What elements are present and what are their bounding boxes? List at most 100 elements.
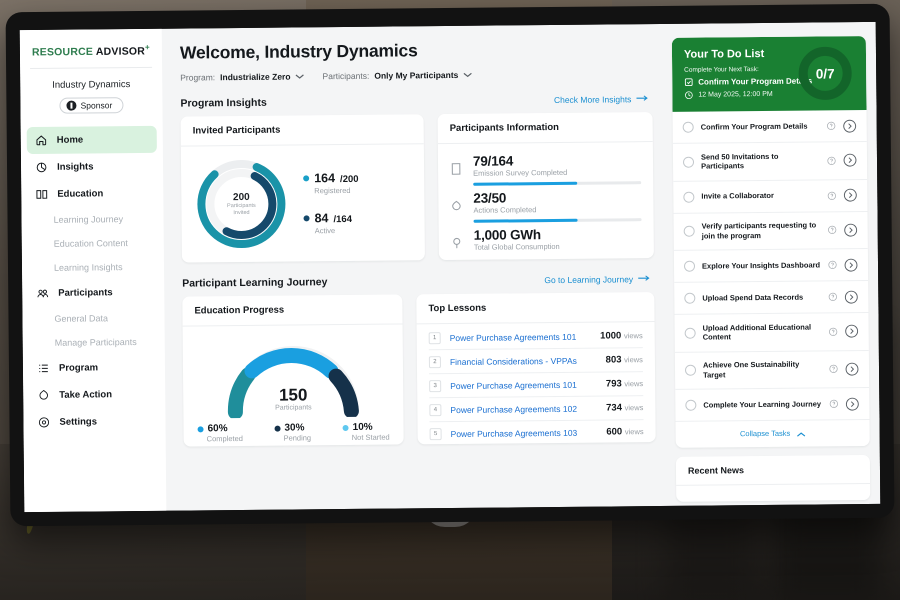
table-row[interactable]: 2 Financial Considerations - VPPAs 803 v…	[428, 348, 644, 375]
collapse-tasks-button[interactable]: Collapse Tasks	[676, 420, 870, 448]
task-item[interactable]: Invite a Collaborator	[673, 179, 868, 214]
sidebar-item-label: Home	[56, 134, 84, 146]
sponsor-badge[interactable]: Sponsor	[59, 96, 124, 114]
card-title: Invited Participants	[180, 114, 424, 147]
sidebar-item-learning-insights[interactable]: Learning Insights	[53, 261, 123, 273]
task-checkbox[interactable]	[683, 260, 696, 272]
logo-word-resource: RESOURCE	[31, 45, 94, 59]
help-icon[interactable]	[828, 225, 837, 235]
chevron-right-icon[interactable]	[845, 362, 859, 376]
help-icon[interactable]	[828, 292, 837, 301]
chevron-right-icon[interactable]	[845, 397, 859, 411]
lesson-views-unit: views	[623, 331, 643, 341]
help-icon[interactable]	[828, 260, 837, 269]
home-icon	[35, 133, 48, 146]
legend-dot-active	[303, 215, 310, 222]
task-checkbox[interactable]	[684, 364, 697, 376]
chevron-right-icon[interactable]	[843, 153, 857, 167]
participants-information-body: 79/164 Emission Survey Completed 23/50 A…	[438, 142, 654, 260]
chevron-right-icon[interactable]	[843, 188, 857, 202]
program-filter[interactable]: Program: Industrialize Zero	[180, 71, 305, 83]
arrow-right-icon	[638, 275, 650, 283]
lesson-title[interactable]: Financial Considerations - VPPAs	[449, 355, 577, 367]
task-item[interactable]: Verify participants requesting to join t…	[673, 211, 868, 251]
chevron-right-icon[interactable]	[844, 290, 858, 304]
lesson-views: 803	[605, 354, 622, 366]
card-title: Education Progress	[182, 294, 403, 327]
task-checkbox[interactable]	[682, 156, 695, 168]
lesson-title[interactable]: Power Purchase Agreements 103	[450, 427, 578, 439]
sidebar-item-general-data[interactable]: General Data	[54, 312, 109, 324]
legend-item-pending: 30% Pending	[274, 422, 311, 443]
todo-due-date-label: 12 May 2025, 12:00 PM	[698, 90, 773, 99]
task-item[interactable]: Send 50 Invitations to Participants	[672, 141, 868, 182]
lesson-title[interactable]: Power Purchase Agreements 101	[450, 379, 577, 391]
task-item[interactable]: Explore Your Insights Dashboard	[673, 248, 869, 283]
sidebar-item-education-content[interactable]: Education Content	[53, 237, 128, 249]
sidebar-item-take-action[interactable]: Take Action	[23, 380, 165, 408]
take-action-icon	[37, 388, 50, 401]
chevron-right-icon[interactable]	[844, 258, 858, 272]
sidebar-item-education[interactable]: Education	[21, 179, 163, 207]
table-row[interactable]: 1 Power Purchase Agreements 101 1000 vie…	[428, 324, 643, 351]
lesson-title[interactable]: Power Purchase Agreements 101	[449, 331, 577, 343]
chevron-right-icon[interactable]	[843, 119, 857, 133]
lesson-rank: 1	[428, 331, 441, 344]
task-label: Upload Spend Data Records	[702, 292, 804, 303]
top-lessons-body: 1 Power Purchase Agreements 101 1000 vie…	[417, 322, 656, 444]
task-item[interactable]: Confirm Your Program Details	[672, 109, 867, 144]
help-icon[interactable]	[829, 364, 838, 374]
task-checkbox[interactable]	[685, 399, 697, 411]
table-row[interactable]: 4 Power Purchase Agreements 102 734 view…	[429, 396, 644, 423]
task-item[interactable]: Complete Your Learning Journey	[675, 387, 870, 422]
app-logo[interactable]: RESOURCE ADVISOR+	[20, 39, 162, 68]
task-item[interactable]: Upload Additional Educational Content	[674, 312, 869, 353]
task-label: Explore Your Insights Dashboard	[701, 260, 821, 271]
legend-label-not-started: Not Started	[351, 432, 390, 442]
legend-item-registered: 164/200 Registered	[303, 171, 359, 196]
settings-icon	[37, 415, 50, 428]
lesson-title[interactable]: Power Purchase Agreements 102	[450, 403, 578, 415]
help-icon[interactable]	[827, 121, 836, 130]
help-icon[interactable]	[827, 156, 836, 165]
task-checkbox[interactable]	[682, 121, 694, 133]
legend-dot-completed	[197, 425, 204, 432]
check-more-insights-link[interactable]: Check More Insights	[554, 94, 649, 105]
progress-bar	[473, 218, 642, 223]
table-row[interactable]: 5 Power Purchase Agreements 103 600 view…	[429, 420, 644, 444]
metric-global-consumption: 1,000 GWh Total Global Consumption	[451, 226, 642, 252]
sidebar-item-learning-journey[interactable]: Learning Journey	[53, 213, 124, 225]
todo-card: Your To Do List Complete Your Next Task:…	[671, 35, 870, 448]
sidebar-item-settings[interactable]: Settings	[23, 407, 165, 435]
legend-pct-pending: 30%	[284, 422, 305, 434]
chevron-right-icon[interactable]	[845, 324, 859, 338]
sidebar-item-insights[interactable]: Insights	[21, 152, 163, 180]
task-item[interactable]: Upload Spend Data Records	[674, 280, 869, 315]
go-to-learning-journey-link[interactable]: Go to Learning Journey	[544, 274, 650, 285]
chevron-right-icon[interactable]	[844, 223, 858, 237]
task-checkbox[interactable]	[683, 191, 695, 203]
participants-filter[interactable]: Participants: Only My Participants	[322, 70, 473, 81]
gauge-value: 150	[278, 385, 308, 405]
sidebar-item-home[interactable]: Home	[26, 125, 157, 154]
task-item[interactable]: Achieve One Sustainability Target	[674, 350, 870, 390]
coin-icon	[66, 100, 77, 111]
task-checkbox[interactable]	[683, 225, 695, 238]
help-icon[interactable]	[827, 191, 836, 200]
legend-label-active: Active	[314, 226, 336, 236]
table-row[interactable]: 3 Power Purchase Agreements 101 793 view…	[429, 372, 644, 399]
task-checkbox[interactable]	[684, 327, 696, 339]
help-icon[interactable]	[829, 399, 838, 408]
go-to-learning-journey-label: Go to Learning Journey	[544, 274, 634, 286]
legend-label-completed: Completed	[206, 433, 243, 444]
help-icon[interactable]	[829, 327, 838, 336]
sidebar-item-manage-participants[interactable]: Manage Participants	[54, 336, 137, 348]
task-checkbox[interactable]	[684, 292, 696, 304]
task-label: Complete Your Learning Journey	[703, 399, 822, 410]
sidebar-item-participants[interactable]: Participants	[22, 278, 164, 306]
sidebar-item-program[interactable]: Program	[23, 353, 165, 381]
page-title: Welcome, Industry Dynamics	[179, 40, 418, 63]
lesson-views-unit: views	[624, 379, 644, 389]
lesson-rank: 5	[429, 427, 442, 440]
legend-value-active: 84	[314, 211, 329, 226]
